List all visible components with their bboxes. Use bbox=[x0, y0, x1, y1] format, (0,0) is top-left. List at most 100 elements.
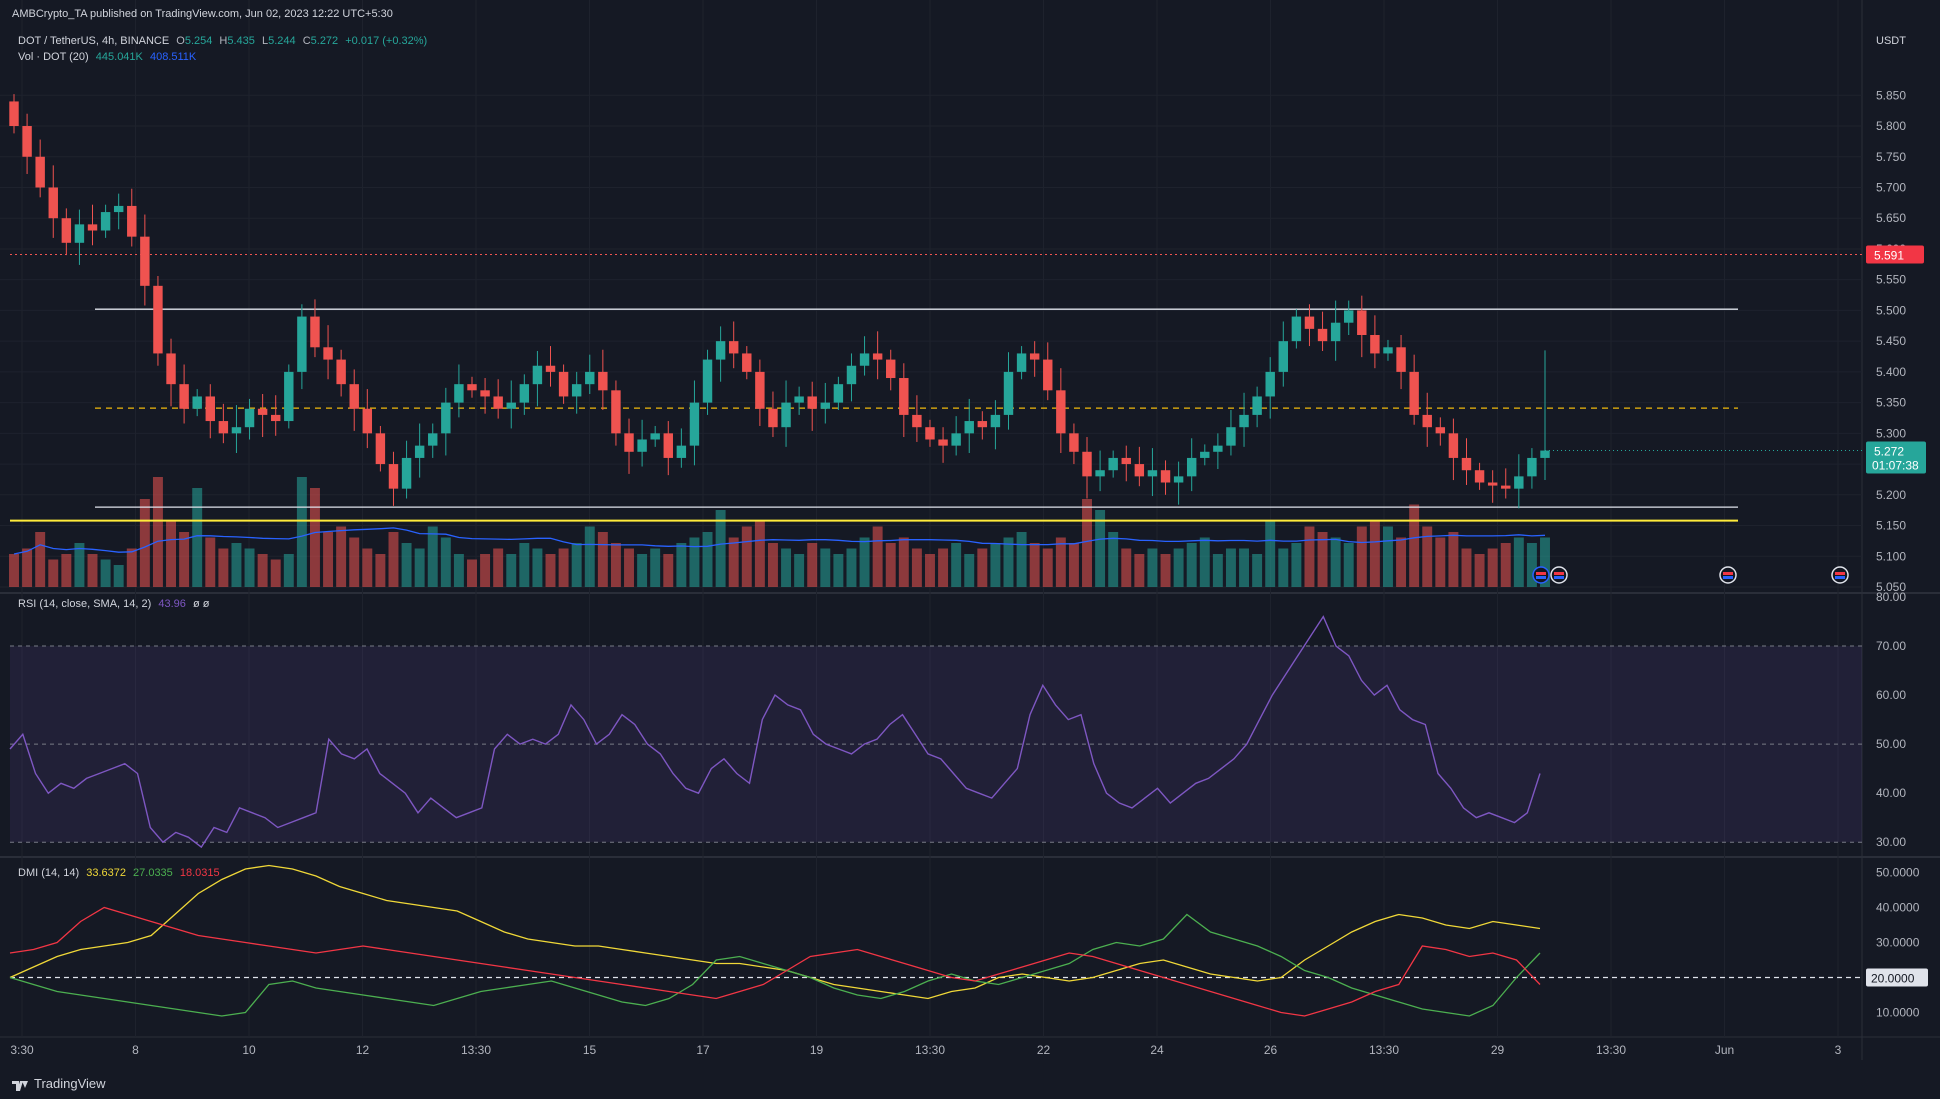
dmi-ref-tag: 20.0000 bbox=[1866, 968, 1928, 987]
candle-body bbox=[872, 353, 883, 360]
candle-body bbox=[768, 408, 778, 428]
candle-body bbox=[1200, 451, 1210, 458]
volume-bar bbox=[9, 554, 19, 587]
volume-bar bbox=[1225, 548, 1236, 587]
volume-bar bbox=[166, 521, 176, 587]
volume-bar bbox=[1055, 537, 1066, 587]
candle-body bbox=[650, 433, 660, 440]
price-tick-label: 5.850 bbox=[1876, 88, 1906, 102]
rsi-legend[interactable]: RSI (14, close, SMA, 14, 2) 43.96 ø ø bbox=[18, 598, 210, 610]
candle-body bbox=[558, 371, 569, 397]
volume-bar bbox=[1173, 548, 1184, 587]
volume-bar bbox=[532, 548, 543, 587]
volume-bar bbox=[1500, 543, 1511, 587]
volume-bar bbox=[401, 543, 412, 587]
candle-body bbox=[388, 464, 399, 489]
low-value: 5.244 bbox=[268, 35, 296, 47]
us-flag-icon-stripe bbox=[1835, 576, 1845, 579]
candle-body bbox=[728, 341, 739, 354]
volume-bar bbox=[898, 537, 909, 587]
volume-bar bbox=[1068, 543, 1079, 587]
tradingview-brand[interactable]: TradingView bbox=[12, 1076, 106, 1091]
high-value: 5.435 bbox=[227, 35, 255, 47]
candle-body bbox=[1226, 427, 1236, 446]
candle-body bbox=[428, 433, 438, 446]
volume-bar bbox=[1317, 532, 1328, 587]
candle-body bbox=[1448, 433, 1459, 458]
candle-body bbox=[1252, 396, 1262, 415]
candle-body bbox=[1461, 457, 1472, 471]
candle-body bbox=[375, 433, 386, 465]
candle-body bbox=[205, 396, 215, 422]
price-tick-label: 5.550 bbox=[1876, 273, 1906, 287]
candle-body bbox=[611, 390, 621, 434]
rsi-tick-label: 60.00 bbox=[1876, 688, 1906, 702]
tradingview-logo-icon bbox=[12, 1079, 28, 1091]
volume-bar bbox=[1147, 548, 1158, 587]
symbol-legend[interactable]: DOT / TetherUS, 4h, BINANCE O5.254 H5.43… bbox=[18, 35, 428, 47]
volume-legend[interactable]: Vol · DOT (20) 445.041K 408.511K bbox=[18, 51, 197, 63]
candle-body bbox=[1239, 414, 1249, 428]
volume-bar bbox=[584, 526, 595, 587]
candle-body bbox=[127, 205, 137, 237]
time-tick-label: 10 bbox=[242, 1043, 256, 1057]
change-value: +0.017 (+0.32%) bbox=[345, 35, 428, 47]
dmi-legend[interactable]: DMI (14, 14) 33.6372 27.0335 18.0315 bbox=[18, 867, 220, 879]
candle-body bbox=[1435, 427, 1446, 434]
publisher-line: AMBCrypto_TA published on TradingView.co… bbox=[12, 8, 393, 20]
volume-value: 445.041K bbox=[95, 51, 143, 63]
candle-body bbox=[1304, 316, 1315, 329]
candle-body bbox=[781, 402, 791, 428]
volume-bar bbox=[728, 537, 739, 587]
volume-bar bbox=[1186, 543, 1197, 587]
time-tick-label: 8 bbox=[132, 1043, 139, 1057]
lightning-icon bbox=[1532, 566, 1550, 584]
candle-body bbox=[676, 445, 687, 458]
volume-bar bbox=[467, 559, 477, 587]
volume-bar bbox=[388, 532, 399, 587]
volume-bar bbox=[1291, 543, 1302, 587]
volume-bar bbox=[1487, 548, 1498, 587]
time-tick-label: Jun bbox=[1715, 1043, 1734, 1057]
us-flag-icon-stripe bbox=[1554, 572, 1564, 575]
volume-bar bbox=[1409, 504, 1420, 587]
volume-bar bbox=[977, 548, 988, 587]
volume-bar bbox=[1513, 537, 1524, 587]
candle-body bbox=[310, 316, 320, 348]
price-tick-label: 5.150 bbox=[1876, 519, 1906, 533]
rsi-tick-label: 70.00 bbox=[1876, 639, 1906, 653]
candle-body bbox=[886, 359, 896, 379]
red-price-tag: 5.591 bbox=[1866, 245, 1924, 264]
volume-bar bbox=[440, 537, 451, 587]
candle-body bbox=[1029, 353, 1040, 360]
volume-bar bbox=[951, 543, 962, 587]
minus-di-value: 18.0315 bbox=[179, 867, 220, 879]
time-tick-label: 22 bbox=[1037, 1043, 1051, 1057]
candle-body bbox=[977, 421, 988, 428]
us-flag-icon bbox=[1550, 566, 1568, 584]
candle-body bbox=[1487, 482, 1498, 486]
candle-body bbox=[1422, 414, 1432, 428]
candle-body bbox=[755, 371, 765, 409]
time-tick-label: 19 bbox=[810, 1043, 824, 1057]
candle-body bbox=[820, 402, 831, 409]
volume-bar bbox=[296, 477, 307, 587]
candle-body bbox=[571, 384, 582, 397]
candle-body bbox=[1357, 310, 1367, 335]
candle-body bbox=[1016, 353, 1027, 372]
candle-body bbox=[702, 359, 713, 403]
volume-bar bbox=[35, 532, 46, 587]
volume-bar bbox=[807, 543, 818, 587]
volume-bar bbox=[113, 565, 124, 587]
current-price-tag-bg bbox=[1866, 441, 1926, 474]
volume-bar bbox=[689, 537, 700, 587]
volume-bar bbox=[48, 559, 59, 587]
candle-body bbox=[1134, 464, 1145, 477]
volume-bar bbox=[1134, 554, 1145, 587]
candle-body bbox=[323, 347, 333, 360]
volume-bar bbox=[1343, 543, 1354, 587]
current-price-text: 5.272 bbox=[1874, 445, 1904, 459]
candle-body bbox=[74, 224, 85, 243]
candle-body bbox=[506, 402, 516, 409]
